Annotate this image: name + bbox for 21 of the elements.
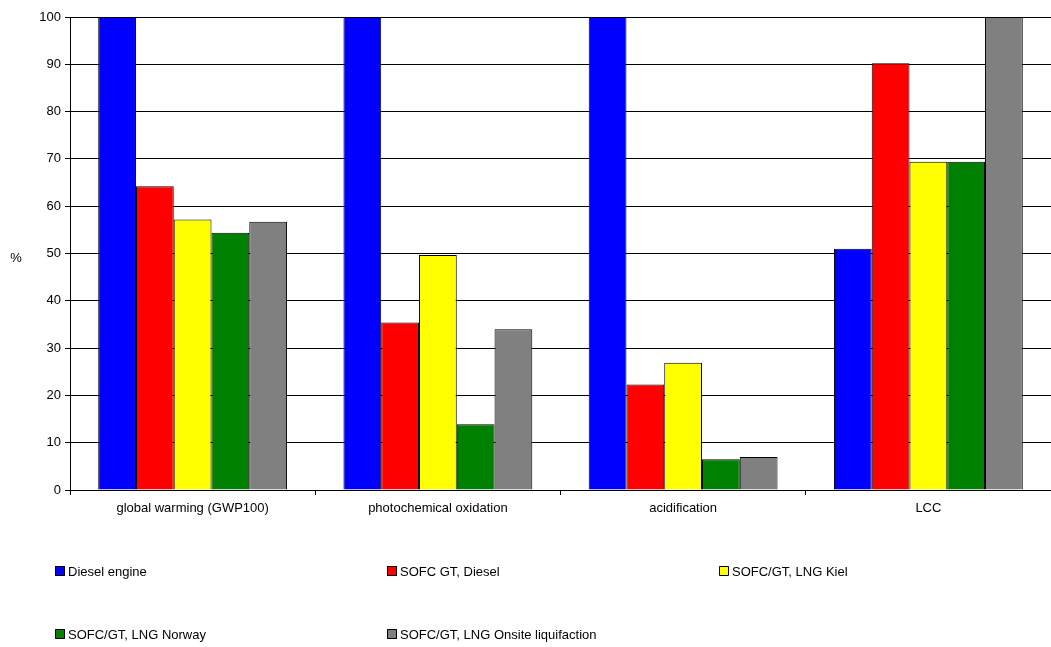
y-tick-label: 40 bbox=[46, 292, 61, 308]
x-tick-label: acidification bbox=[649, 500, 718, 516]
y-tick-label: 0 bbox=[53, 481, 61, 497]
legend-label: SOFC/GT, LNG Onsite liquifaction bbox=[400, 626, 597, 642]
y-tick-label: 90 bbox=[46, 55, 61, 71]
x-tick-label: LCC bbox=[915, 500, 942, 516]
y-tick-label: 100 bbox=[39, 8, 61, 24]
y-tick-label: 80 bbox=[46, 103, 61, 119]
legend-label: SOFC GT, Diesel bbox=[400, 563, 500, 579]
y-axis-title: % bbox=[10, 250, 23, 266]
y-tick-label: 70 bbox=[46, 150, 61, 166]
x-tick-label: photochemical oxidation bbox=[368, 500, 508, 516]
y-tick-label: 60 bbox=[46, 197, 61, 213]
legend-label: SOFC/GT, LNG Norway bbox=[68, 626, 207, 642]
x-tick-label: global warming (GWP100) bbox=[116, 500, 269, 516]
legend-label: Diesel engine bbox=[68, 563, 147, 579]
y-tick-label: 10 bbox=[46, 434, 61, 450]
y-tick-label: 50 bbox=[46, 245, 61, 261]
y-tick-label: 30 bbox=[46, 339, 61, 355]
legend-label: SOFC/GT, LNG Kiel bbox=[732, 563, 848, 579]
y-tick-label: 20 bbox=[46, 386, 61, 402]
